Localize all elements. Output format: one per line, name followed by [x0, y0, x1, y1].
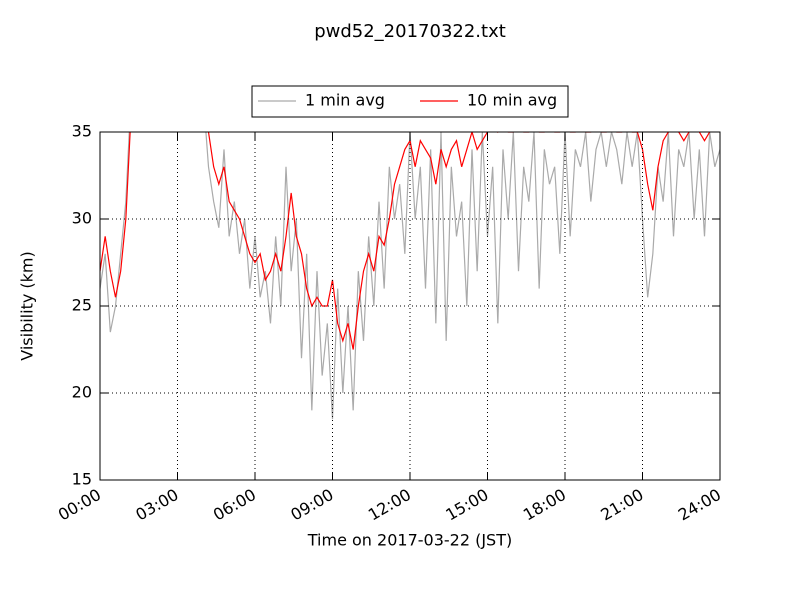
- y-tick-label: 15: [72, 470, 92, 489]
- legend-label: 10 min avg: [467, 91, 557, 110]
- legend-box: [251, 85, 569, 118]
- y-tick-label: 20: [72, 383, 92, 402]
- chart-title: pwd52_20170322.txt: [314, 21, 506, 42]
- y-tick-label: 30: [72, 209, 92, 228]
- y-tick-label: 35: [72, 122, 92, 141]
- y-axis-label: Visibility (km): [18, 251, 37, 360]
- legend: 1 min avg 10 min avg: [251, 85, 569, 118]
- y-tick-label: 25: [72, 296, 92, 315]
- x-axis-label: Time on 2017-03-22 (JST): [307, 531, 512, 550]
- data-line: [100, 132, 720, 420]
- legend-label: 1 min avg: [305, 91, 385, 110]
